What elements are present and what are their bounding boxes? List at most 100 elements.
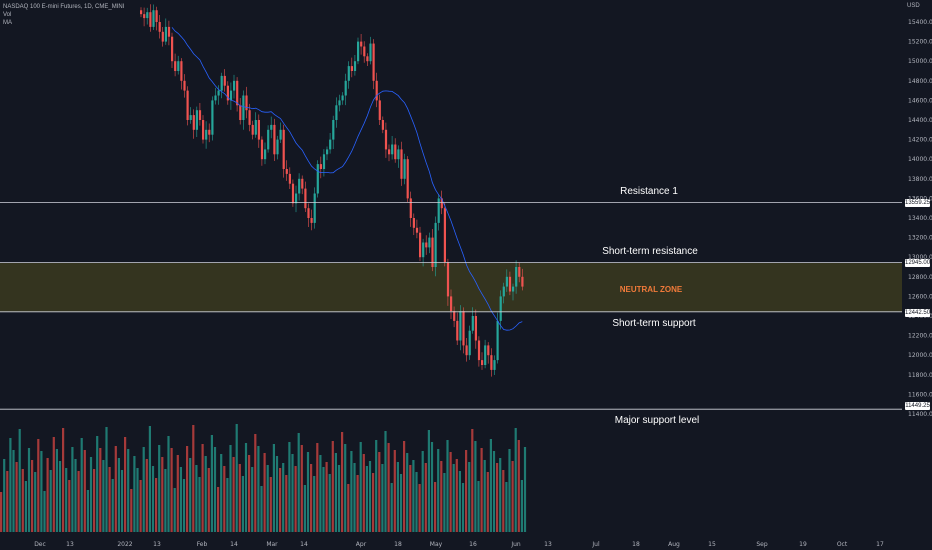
candle-body: [512, 286, 515, 292]
volume-bar: [517, 440, 520, 532]
volume-bar: [266, 465, 269, 532]
volume-bar: [77, 471, 80, 532]
candle-body: [158, 22, 161, 32]
candle-body: [214, 95, 217, 101]
volume-bar: [52, 437, 55, 532]
price-tick-label: 13800.00: [908, 176, 932, 183]
volume-bar: [412, 460, 415, 532]
volume-bar: [46, 458, 49, 532]
time-tick-label: 19: [799, 541, 807, 548]
volume-bar: [117, 458, 120, 532]
candle-body: [459, 311, 462, 341]
price-tick-label: 12800.00: [908, 274, 932, 281]
candle-body: [381, 120, 384, 130]
candle-body: [279, 129, 282, 140]
candle-body: [146, 12, 149, 19]
volume-bar: [272, 444, 275, 532]
volume-bar: [155, 478, 158, 532]
time-tick-label: 18: [632, 541, 640, 548]
candle-body: [167, 26, 171, 37]
price-tick-label: 14800.00: [908, 78, 932, 85]
price-tick-label: 15000.00: [908, 58, 932, 65]
candle-body: [301, 178, 304, 189]
volume-bar: [229, 445, 232, 532]
candle-body: [490, 355, 493, 370]
candle-body: [226, 85, 229, 101]
candle-body: [350, 66, 353, 71]
volume-bar: [49, 470, 52, 532]
price-axis[interactable]: 11400.00 11600.00 11800.00 12000.00 12200.00…: [908, 19, 932, 418]
volume-bar: [235, 424, 238, 532]
volume-bar: [142, 447, 145, 532]
volume-bar: [27, 448, 31, 532]
volume-bar: [406, 453, 409, 532]
volume-bar: [3, 459, 6, 532]
candle-body: [257, 120, 260, 140]
time-tick-label: 18: [394, 541, 402, 548]
candle-body: [276, 139, 279, 155]
volume-bar: [217, 487, 220, 532]
price-axis-unit: USD: [907, 3, 920, 9]
candle-body: [353, 61, 357, 71]
symbol-title[interactable]: NASDAQ 100 E-mini Futures, 1D, CME_MINI: [3, 4, 125, 10]
candle-body: [177, 61, 180, 71]
time-tick-label: 14: [230, 541, 238, 548]
volume-bar: [399, 474, 403, 532]
candle-body: [143, 14, 146, 19]
volume-bar: [74, 459, 77, 532]
volume-bar: [124, 437, 127, 532]
time-tick-label: 13: [544, 541, 552, 548]
volume-bar: [161, 457, 164, 532]
volume-bar: [288, 442, 291, 532]
candle-body: [378, 100, 381, 120]
volume-bar: [37, 439, 40, 532]
time-tick-label: 2022: [117, 541, 132, 548]
volume-bar: [285, 475, 288, 532]
price-tick-label: 11400.00: [908, 411, 932, 418]
resistance-1-price-badge: 13559.25: [905, 199, 931, 207]
volume-bar: [136, 468, 139, 532]
candle-body: [388, 149, 391, 155]
volume-bar: [350, 451, 353, 532]
volume-bar: [257, 446, 260, 532]
candle-body: [434, 222, 437, 267]
volume-bar: [468, 462, 471, 532]
volume-bar: [170, 448, 173, 532]
vol-indicator-label[interactable]: Vol: [3, 12, 12, 18]
candle-body: [357, 41, 360, 62]
candle-body: [282, 129, 285, 169]
volume-bar: [368, 461, 372, 532]
volume-bar: [452, 464, 455, 532]
price-tick-label: 14000.00: [908, 156, 932, 163]
volume-bar: [244, 443, 248, 532]
volume-bar: [167, 436, 170, 532]
volume-bar: [502, 470, 505, 532]
volume-bar: [378, 452, 381, 532]
volume-bar: [449, 452, 452, 532]
volume-bar: [254, 434, 257, 532]
candle-body: [270, 124, 273, 130]
candle-body: [477, 340, 481, 361]
candle-body: [496, 320, 499, 361]
volume-bar: [6, 471, 9, 532]
time-axis[interactable]: Dec 13 2022 13 Feb 14 Mar 14 Apr 18 May 16 Jun 13 Jul 1…: [34, 541, 884, 548]
volume-bar: [446, 440, 449, 532]
volume-bar: [421, 451, 424, 532]
price-tick-label: 13200.00: [908, 235, 932, 242]
short-term-resistance-price-badge: 12945.00: [905, 259, 931, 267]
ma-indicator-label[interactable]: MA: [3, 20, 12, 26]
volume-bar: [471, 429, 474, 532]
volume-bars: [0, 424, 527, 532]
candle-body: [291, 183, 295, 204]
candle-body: [412, 218, 415, 228]
candle-body: [149, 12, 152, 27]
candle-body: [186, 90, 189, 120]
time-tick-label: May: [430, 541, 443, 548]
volume-bar: [232, 457, 235, 532]
volume-bar: [418, 484, 421, 532]
time-tick-label: 13: [153, 541, 161, 548]
volume-bar: [176, 455, 179, 532]
volume-bar: [9, 438, 12, 532]
candle-body: [155, 10, 158, 22]
